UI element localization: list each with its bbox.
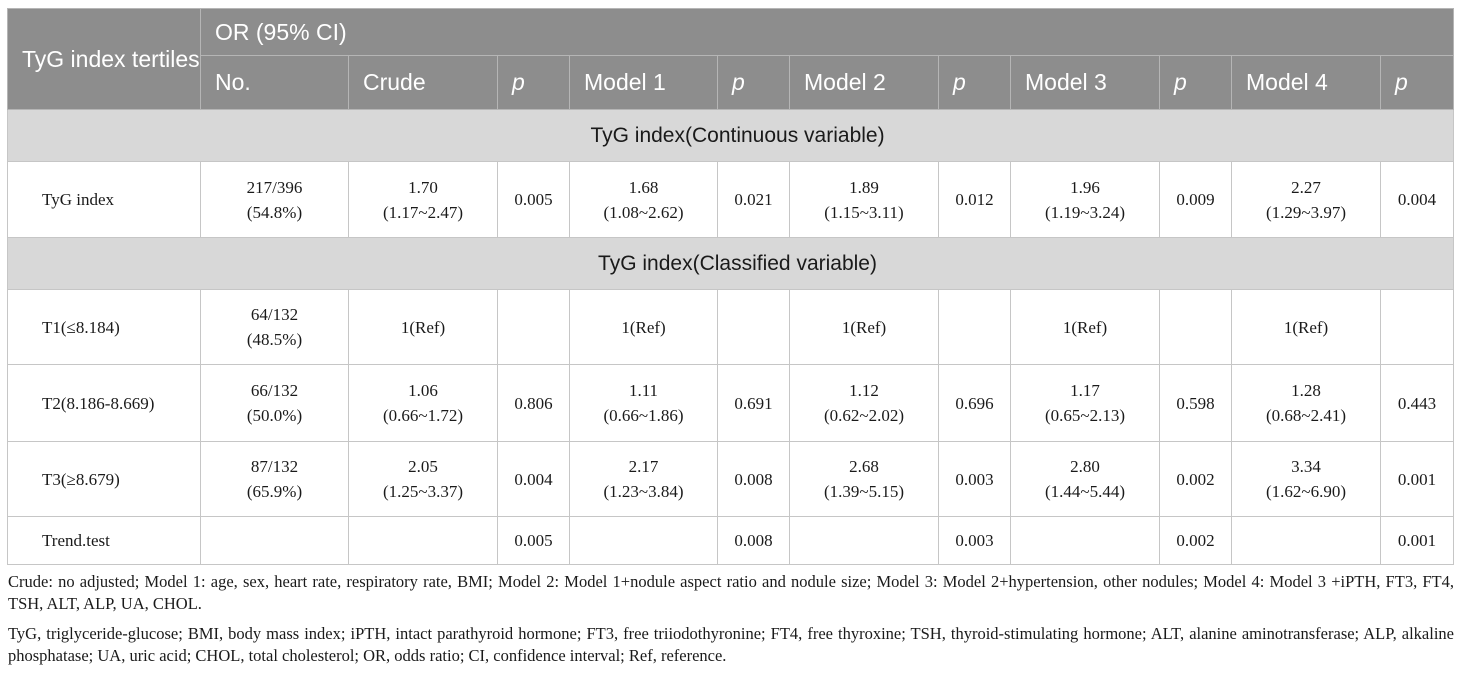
col-header-p-crude: p — [497, 55, 570, 110]
cell-p-model1: 0.021 — [717, 161, 790, 238]
cell-p-model4: 0.001 — [1379, 516, 1455, 565]
cell-p-model2: 0.003 — [938, 516, 1011, 565]
table-row: T1(≤8.184) 64/132 (48.5%) 1(Ref) 1(Ref) 1… — [7, 289, 1455, 365]
cell-crude: 1.06 (0.66~1.72) — [348, 364, 498, 442]
cell-p-model2: 0.696 — [938, 364, 1011, 442]
footnote-models: Crude: no adjusted; Model 1: age, sex, h… — [8, 572, 1454, 613]
col-header-p-model3: p — [1159, 55, 1232, 110]
table-row: Trend.test 0.005 0.008 0.003 0.002 0.001 — [7, 516, 1455, 565]
cell-p-model4 — [1379, 289, 1455, 365]
cell-p-crude: 0.005 — [497, 161, 570, 238]
cell-no — [200, 516, 349, 565]
cell-model3 — [1010, 516, 1160, 565]
col-header-model3: Model 3 — [1010, 55, 1160, 110]
cell-p-crude: 0.004 — [497, 441, 570, 517]
row-header-tertiles: TyG index tertiles — [7, 8, 201, 110]
col-header-p-model2: p — [938, 55, 1011, 110]
col-header-p-model4: p — [1379, 55, 1455, 110]
cell-model2: 1(Ref) — [789, 289, 939, 365]
col-header-model4: Model 4 — [1231, 55, 1381, 110]
cell-model4: 1(Ref) — [1231, 289, 1381, 365]
col-header-model1: Model 1 — [569, 55, 718, 110]
cell-model4 — [1231, 516, 1381, 565]
table-row: T3(≥8.679) 87/132 (65.9%) 2.05 (1.25~3.37)… — [7, 441, 1455, 517]
cell-model1 — [569, 516, 718, 565]
col-header-crude: Crude — [348, 55, 498, 110]
cell-p-model2 — [938, 289, 1011, 365]
row-label: T2(8.186-8.669) — [7, 364, 201, 442]
or-ci-header: OR (95% CI) — [199, 8, 1455, 56]
cell-no: 66/132 (50.0%) — [200, 364, 349, 442]
cell-p-model2: 0.012 — [938, 161, 1011, 238]
section-classified: TyG index(Classified variable) — [6, 237, 1455, 290]
col-header-model2: Model 2 — [789, 55, 939, 110]
cell-p-model2: 0.003 — [938, 441, 1011, 517]
cell-p-crude: 0.806 — [497, 364, 570, 442]
cell-p-crude — [497, 289, 570, 365]
cell-p-model3: 0.002 — [1159, 516, 1232, 565]
cell-model2: 1.12 (0.62~2.02) — [789, 364, 939, 442]
cell-p-model4: 0.443 — [1379, 364, 1455, 442]
cell-p-crude: 0.005 — [497, 516, 570, 565]
cell-model2: 1.89 (1.15~3.11) — [789, 161, 939, 238]
cell-model1: 1.11 (0.66~1.86) — [569, 364, 718, 442]
cell-p-model3: 0.598 — [1159, 364, 1232, 442]
row-label: T1(≤8.184) — [7, 289, 201, 365]
cell-p-model1 — [717, 289, 790, 365]
cell-model4: 2.27 (1.29~3.97) — [1231, 161, 1381, 238]
results-table: TyG index tertiles OR (95% CI) No. Crude… — [6, 8, 1455, 565]
cell-model1: 1.68 (1.08~2.62) — [569, 161, 718, 238]
cell-p-model3 — [1159, 289, 1232, 365]
cell-no: 217/396 (54.8%) — [200, 161, 349, 238]
cell-p-model3: 0.009 — [1159, 161, 1232, 238]
table-row: TyG index 217/396 (54.8%) 1.70 (1.17~2.47)… — [7, 161, 1455, 238]
cell-p-model1: 0.691 — [717, 364, 790, 442]
cell-model3: 2.80 (1.44~5.44) — [1010, 441, 1160, 517]
cell-model2: 2.68 (1.39~5.15) — [789, 441, 939, 517]
col-header-p-model1: p — [717, 55, 790, 110]
cell-p-model4: 0.001 — [1379, 441, 1455, 517]
footnote-abbreviations: TyG, triglyceride-glucose; BMI, body mas… — [8, 624, 1454, 665]
cell-p-model1: 0.008 — [717, 516, 790, 565]
col-header-no: No. — [200, 55, 349, 110]
cell-model4: 3.34 (1.62~6.90) — [1231, 441, 1381, 517]
cell-model4: 1.28 (0.68~2.41) — [1231, 364, 1381, 442]
cell-model1: 2.17 (1.23~3.84) — [569, 441, 718, 517]
cell-model3: 1.96 (1.19~3.24) — [1010, 161, 1160, 238]
cell-p-model3: 0.002 — [1159, 441, 1232, 517]
cell-crude: 1.70 (1.17~2.47) — [348, 161, 498, 238]
table-row: T2(8.186-8.669) 66/132 (50.0%) 1.06 (0.66~… — [7, 364, 1455, 442]
cell-no: 87/132 (65.9%) — [200, 441, 349, 517]
cell-model1: 1(Ref) — [569, 289, 718, 365]
row-label: TyG index — [7, 161, 201, 238]
cell-crude: 2.05 (1.25~3.37) — [348, 441, 498, 517]
section-continuous: TyG index(Continuous variable) — [6, 109, 1455, 162]
cell-model3: 1.17 (0.65~2.13) — [1010, 364, 1160, 442]
cell-model3: 1(Ref) — [1010, 289, 1160, 365]
cell-no: 64/132 (48.5%) — [200, 289, 349, 365]
cell-crude — [348, 516, 498, 565]
row-label: T3(≥8.679) — [7, 441, 201, 517]
cell-crude: 1(Ref) — [348, 289, 498, 365]
row-label: Trend.test — [7, 516, 201, 565]
cell-model2 — [789, 516, 939, 565]
cell-p-model1: 0.008 — [717, 441, 790, 517]
cell-p-model4: 0.004 — [1379, 161, 1455, 238]
